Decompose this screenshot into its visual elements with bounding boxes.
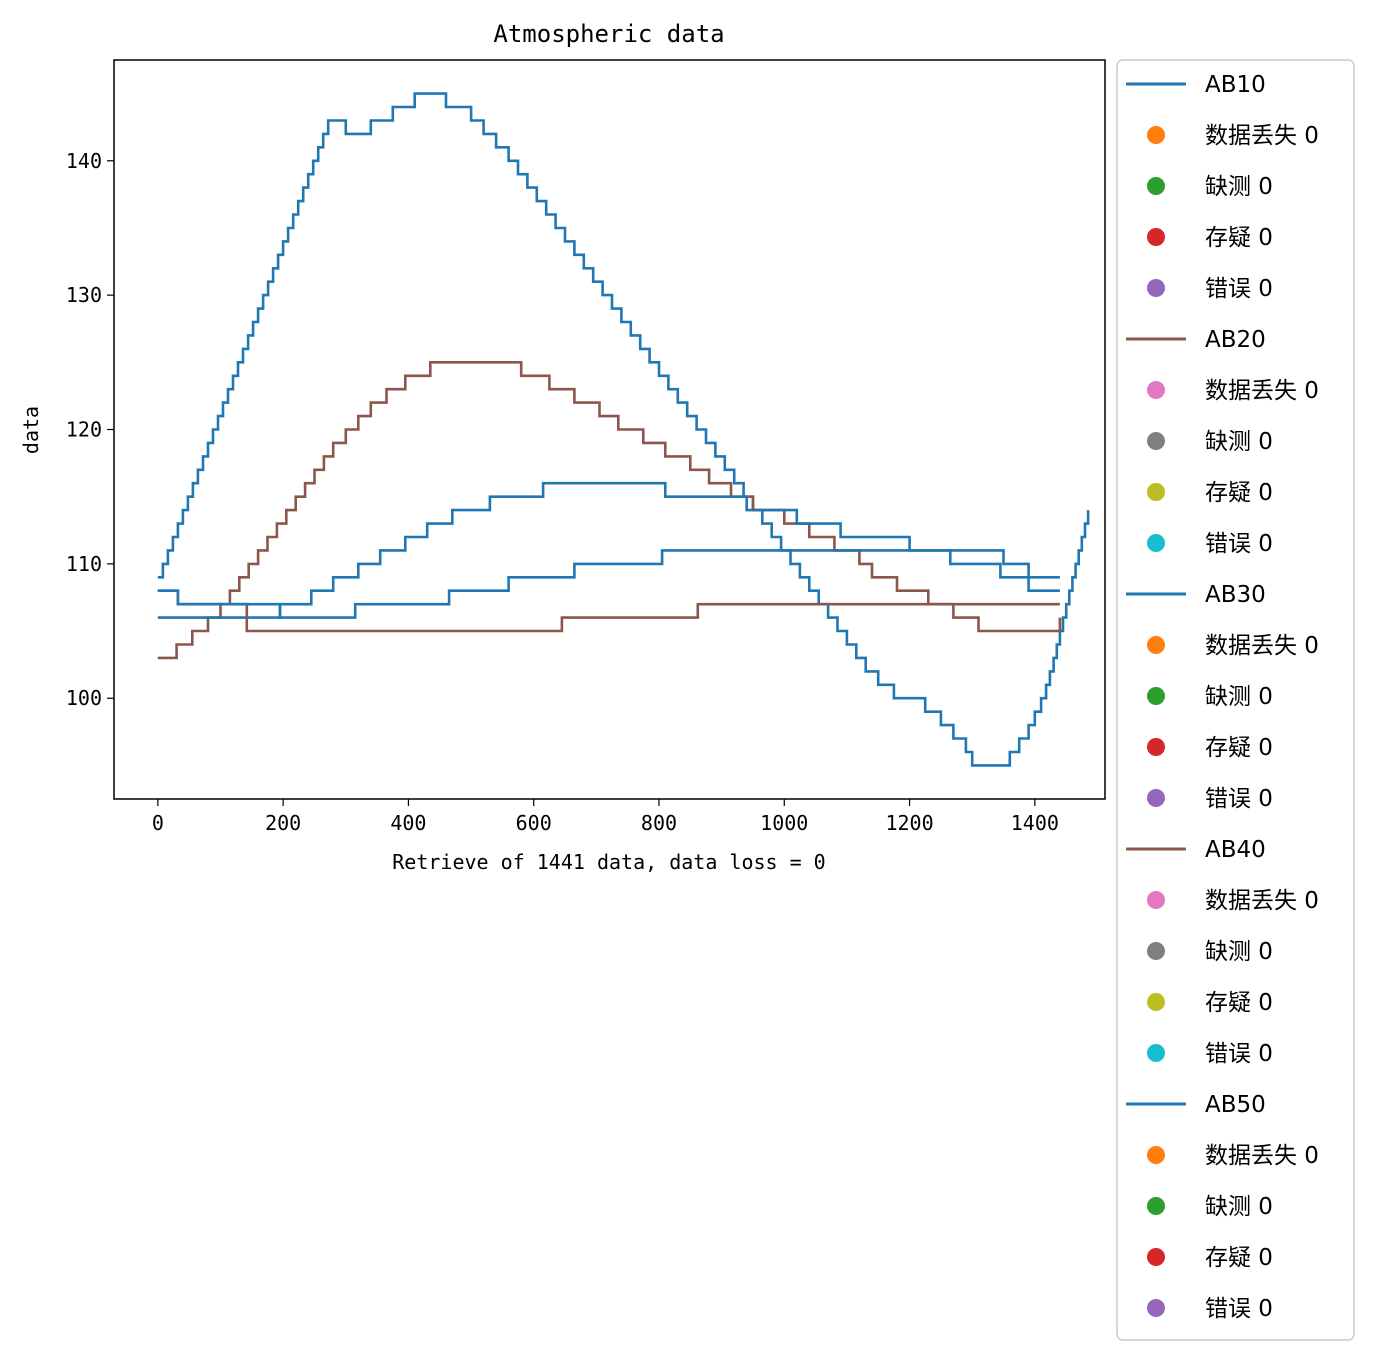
- legend-label: AB10: [1205, 72, 1266, 98]
- series-line-ab10: [157, 92, 1090, 767]
- legend-label: 缺测 0: [1205, 939, 1273, 965]
- legend-dot-swatch: [1147, 789, 1165, 807]
- legend-entry: 错误 0: [1147, 531, 1273, 557]
- legend-dot-swatch: [1147, 381, 1165, 399]
- legend-entry: 存疑 0: [1147, 735, 1273, 761]
- legend-label: 错误 0: [1205, 531, 1273, 557]
- legend-entry: 错误 0: [1147, 1041, 1273, 1067]
- legend-label: 错误 0: [1205, 1296, 1273, 1322]
- y-axis-label: data: [19, 406, 43, 454]
- legend-label: 数据丢失 0: [1205, 633, 1319, 659]
- x-tick-label: 600: [516, 811, 552, 835]
- legend-dot-swatch: [1147, 126, 1165, 144]
- legend-dot-swatch: [1147, 993, 1165, 1011]
- x-tick-label: 0: [152, 811, 164, 835]
- legend-label: 数据丢失 0: [1205, 123, 1319, 149]
- legend-dot-swatch: [1147, 432, 1165, 450]
- legend-label: AB40: [1205, 837, 1266, 863]
- y-tick-label: 130: [66, 283, 102, 307]
- series-layer: [157, 92, 1090, 767]
- legend-dot-swatch: [1147, 1299, 1165, 1317]
- legend-label: 数据丢失 0: [1205, 888, 1319, 914]
- legend-entry: 错误 0: [1147, 276, 1273, 302]
- legend-entry: 缺测 0: [1147, 429, 1273, 455]
- legend-label: AB30: [1205, 582, 1266, 608]
- y-tick-label: 110: [66, 552, 102, 576]
- legend-entry: 缺测 0: [1147, 1194, 1273, 1220]
- legend-label: 存疑 0: [1205, 1245, 1273, 1271]
- legend-entry: 错误 0: [1147, 786, 1273, 812]
- legend-entry: 数据丢失 0: [1147, 633, 1319, 659]
- legend-entry: 存疑 0: [1147, 1245, 1273, 1271]
- legend-label: 错误 0: [1205, 1041, 1273, 1067]
- legend-entry: 数据丢失 0: [1147, 123, 1319, 149]
- legend-entry: 缺测 0: [1147, 939, 1273, 965]
- legend-label: 存疑 0: [1205, 990, 1273, 1016]
- x-tick-label: 1000: [760, 811, 808, 835]
- series-line-ab30: [157, 481, 1060, 619]
- legend-dot-swatch: [1147, 483, 1165, 501]
- legend: AB10 数据丢失 0 缺测 0 存疑 0 错误 0 AB20 数据丢失 0 缺测 0 存疑 0…: [1116, 59, 1355, 1341]
- legend-entry: AB30: [1126, 582, 1266, 608]
- legend-entry: 存疑 0: [1147, 480, 1273, 506]
- legend-label: 数据丢失 0: [1205, 1143, 1319, 1169]
- y-tick-label: 120: [66, 418, 102, 442]
- y-axis: 100 110 120 130 140: [66, 149, 114, 710]
- legend-dot-swatch: [1147, 687, 1165, 705]
- y-tick-label: 140: [66, 149, 102, 173]
- legend-dot-swatch: [1147, 636, 1165, 654]
- legend-dot-swatch: [1147, 279, 1165, 297]
- legend-dot-swatch: [1147, 1146, 1165, 1164]
- legend-label: AB20: [1205, 327, 1266, 353]
- x-tick-label: 800: [641, 811, 677, 835]
- legend-entry: AB20: [1126, 327, 1266, 353]
- x-tick-label: 1200: [885, 811, 933, 835]
- legend-label: 缺测 0: [1205, 1194, 1273, 1220]
- legend-entry: 存疑 0: [1147, 990, 1273, 1016]
- legend-dot-swatch: [1147, 1197, 1165, 1215]
- x-tick-label: 200: [265, 811, 301, 835]
- legend-entry: AB40: [1126, 837, 1266, 863]
- x-axis-label: Retrieve of 1441 data, data loss = 0: [392, 850, 825, 874]
- legend-entry: 数据丢失 0: [1147, 378, 1319, 404]
- legend-entry: 数据丢失 0: [1147, 1143, 1319, 1169]
- legend-label: 存疑 0: [1205, 225, 1273, 251]
- legend-label: 存疑 0: [1205, 480, 1273, 506]
- legend-entry: 缺测 0: [1147, 684, 1273, 710]
- legend-entry: AB50: [1126, 1092, 1266, 1118]
- legend-entry: 数据丢失 0: [1147, 888, 1319, 914]
- x-tick-label: 1400: [1011, 811, 1059, 835]
- legend-label: 缺测 0: [1205, 684, 1273, 710]
- legend-entry: 存疑 0: [1147, 225, 1273, 251]
- legend-entry: 错误 0: [1147, 1296, 1273, 1322]
- legend-dot-swatch: [1147, 177, 1165, 195]
- legend-entry: 缺测 0: [1147, 174, 1273, 200]
- legend-label: 错误 0: [1205, 786, 1273, 812]
- legend-label: 数据丢失 0: [1205, 378, 1319, 404]
- legend-label: 缺测 0: [1205, 174, 1273, 200]
- legend-dot-swatch: [1147, 1044, 1165, 1062]
- legend-label: AB50: [1205, 1092, 1266, 1118]
- x-tick-label: 400: [390, 811, 426, 835]
- legend-label: 错误 0: [1205, 276, 1273, 302]
- series-line-ab50: [157, 549, 1060, 619]
- legend-dot-swatch: [1147, 534, 1165, 552]
- y-tick-label: 100: [66, 686, 102, 710]
- legend-dot-swatch: [1147, 891, 1165, 909]
- legend-entry: AB10: [1126, 72, 1266, 98]
- chart-title: Atmospheric data: [493, 20, 724, 48]
- legend-label: 存疑 0: [1205, 735, 1273, 761]
- legend-dot-swatch: [1147, 228, 1165, 246]
- legend-dot-swatch: [1147, 1248, 1165, 1266]
- legend-dot-swatch: [1147, 738, 1165, 756]
- legend-frame: [1116, 59, 1355, 1341]
- legend-label: 缺测 0: [1205, 429, 1273, 455]
- legend-dot-swatch: [1147, 942, 1165, 960]
- x-axis: 0 200 400 600 800 1000 1200 1400: [152, 799, 1059, 835]
